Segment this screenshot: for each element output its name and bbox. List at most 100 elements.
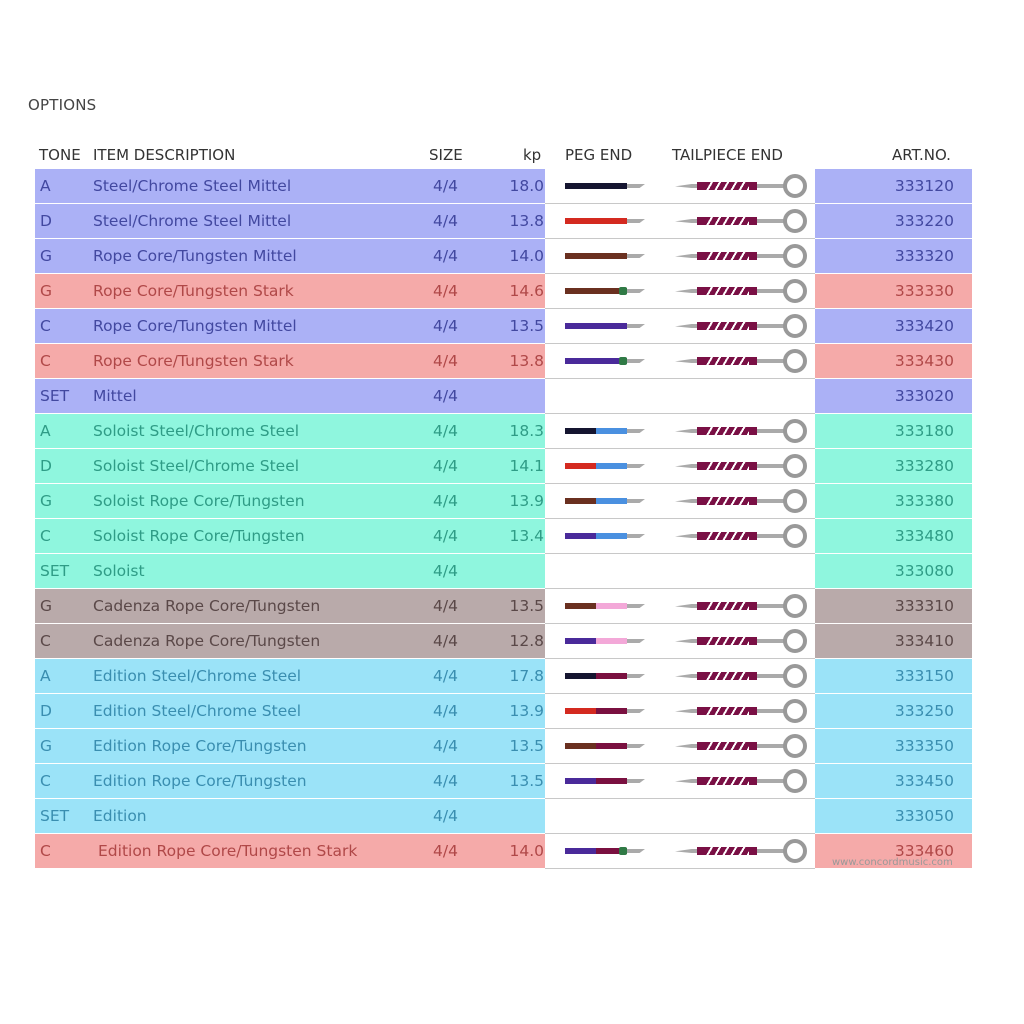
ball-loop (783, 769, 807, 793)
row-background (35, 484, 545, 518)
item-description: Rope Core/Tungsten Stark (93, 352, 294, 370)
size: 4/4 (433, 212, 458, 230)
row-divider (35, 343, 972, 344)
tone: C (40, 317, 51, 335)
tailpiece-end-icon (675, 454, 810, 478)
item-description: Soloist Steel/Chrome Steel (93, 457, 300, 475)
kp-value: 17.8 (509, 667, 544, 685)
peg-tip (627, 219, 645, 223)
row-background (35, 309, 545, 343)
silk-wrap (697, 427, 757, 435)
kp-value: 13.5 (509, 597, 544, 615)
tailpiece-end-icon (675, 314, 810, 338)
art-no: 333220 (894, 212, 954, 230)
tone: C (40, 527, 51, 545)
peg-tip (627, 464, 645, 468)
table-row: SET Soloist 4/4 333080 (0, 554, 1024, 589)
size: 4/4 (433, 807, 458, 825)
silk-wrap (697, 602, 757, 610)
tone: SET (40, 562, 70, 580)
size: 4/4 (433, 387, 458, 405)
table-row: D Soloist Steel/Chrome Steel 4/4 14.1 333280 (0, 449, 1024, 484)
silk-wrap (697, 707, 757, 715)
tailpiece-end-icon (675, 699, 810, 723)
row-divider (545, 623, 815, 624)
art-background (815, 204, 972, 238)
art-no: 333410 (894, 632, 954, 650)
art-no: 333420 (894, 317, 954, 335)
size: 4/4 (433, 422, 458, 440)
item-description: Edition Steel/Chrome Steel (93, 667, 302, 685)
art-no: 333310 (894, 597, 954, 615)
header-peg-end: PEG END (565, 146, 633, 164)
art-background (815, 554, 972, 588)
size: 4/4 (433, 317, 458, 335)
row-divider (545, 728, 815, 729)
peg-color-segment (596, 428, 627, 434)
table-row: A Soloist Steel/Chrome Steel 4/4 18.3 333180 (0, 414, 1024, 449)
row-divider (545, 868, 815, 869)
ball-loop (783, 174, 807, 198)
tone: C (40, 772, 51, 790)
art-background (815, 379, 972, 413)
peg-color-segment (596, 498, 627, 504)
kp-value: 12.8 (509, 632, 544, 650)
silk-wrap (697, 742, 757, 750)
peg-end-icon (565, 673, 645, 679)
ball-loop (783, 454, 807, 478)
item-description: Soloist Rope Core/Tungsten (93, 492, 305, 510)
tailpiece-end-icon (675, 524, 810, 548)
row-divider (545, 273, 815, 274)
peg-tip (627, 849, 645, 853)
ball-loop (783, 244, 807, 268)
peg-tip (627, 744, 645, 748)
size: 4/4 (433, 772, 458, 790)
row-divider (545, 518, 815, 519)
art-background (815, 274, 972, 308)
peg-end-icon (565, 778, 645, 784)
art-no: 333380 (894, 492, 954, 510)
peg-color-segment (596, 743, 627, 749)
tailpiece-end-icon (675, 279, 810, 303)
art-no: 333050 (894, 807, 954, 825)
silk-wrap (697, 322, 757, 330)
art-background (815, 484, 972, 518)
row-divider (35, 588, 972, 589)
row-divider (35, 238, 972, 239)
tone: D (40, 702, 52, 720)
item-description: Edition Rope Core/Tungsten Stark (98, 842, 358, 860)
art-background (815, 729, 972, 763)
item-description: Edition (93, 807, 147, 825)
peg-color-segment (565, 778, 596, 784)
art-background (815, 799, 972, 833)
tailpiece-end-icon (675, 489, 810, 513)
size: 4/4 (433, 597, 458, 615)
row-background (35, 834, 545, 868)
tone: A (40, 177, 51, 195)
kp-value: 14.1 (509, 457, 544, 475)
kp-value: 14.0 (509, 247, 544, 265)
size: 4/4 (433, 177, 458, 195)
tone: SET (40, 807, 70, 825)
row-background (35, 239, 545, 273)
item-description: Soloist (93, 562, 145, 580)
peg-color-segment (596, 848, 627, 854)
ball-loop (783, 419, 807, 443)
peg-end-icon (565, 253, 645, 259)
table-row: G Rope Core/Tungsten Stark 4/4 14.6 333330 (0, 274, 1024, 309)
row-background (35, 589, 545, 623)
ball-loop (783, 524, 807, 548)
row-divider (35, 448, 972, 449)
tailpiece-end-icon (675, 594, 810, 618)
art-no: 333280 (894, 457, 954, 475)
ball-loop (783, 664, 807, 688)
peg-color-segment (565, 288, 627, 294)
tailpiece-end-icon (675, 629, 810, 653)
kp-value: 13.5 (509, 737, 544, 755)
peg-tip (627, 779, 645, 783)
kp-value: 14.6 (509, 282, 544, 300)
row-divider (35, 763, 972, 764)
row-background (35, 449, 545, 483)
row-divider (35, 308, 972, 309)
